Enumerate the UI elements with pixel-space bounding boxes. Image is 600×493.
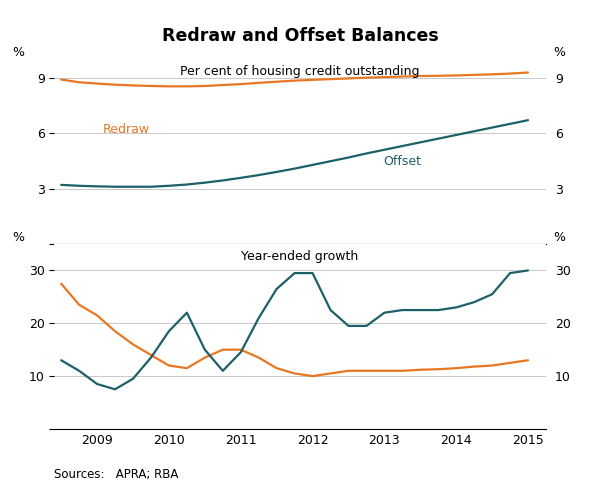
Text: %: %	[12, 231, 24, 244]
Text: %: %	[554, 231, 566, 244]
Text: Sources:   APRA; RBA: Sources: APRA; RBA	[54, 468, 178, 481]
Text: Redraw and Offset Balances: Redraw and Offset Balances	[161, 27, 439, 45]
Text: %: %	[554, 46, 566, 59]
Text: Redraw: Redraw	[103, 123, 151, 136]
Text: Per cent of housing credit outstanding: Per cent of housing credit outstanding	[180, 65, 420, 78]
Text: Year-ended growth: Year-ended growth	[241, 249, 359, 263]
Text: Offset: Offset	[383, 154, 422, 168]
Text: %: %	[12, 46, 24, 59]
